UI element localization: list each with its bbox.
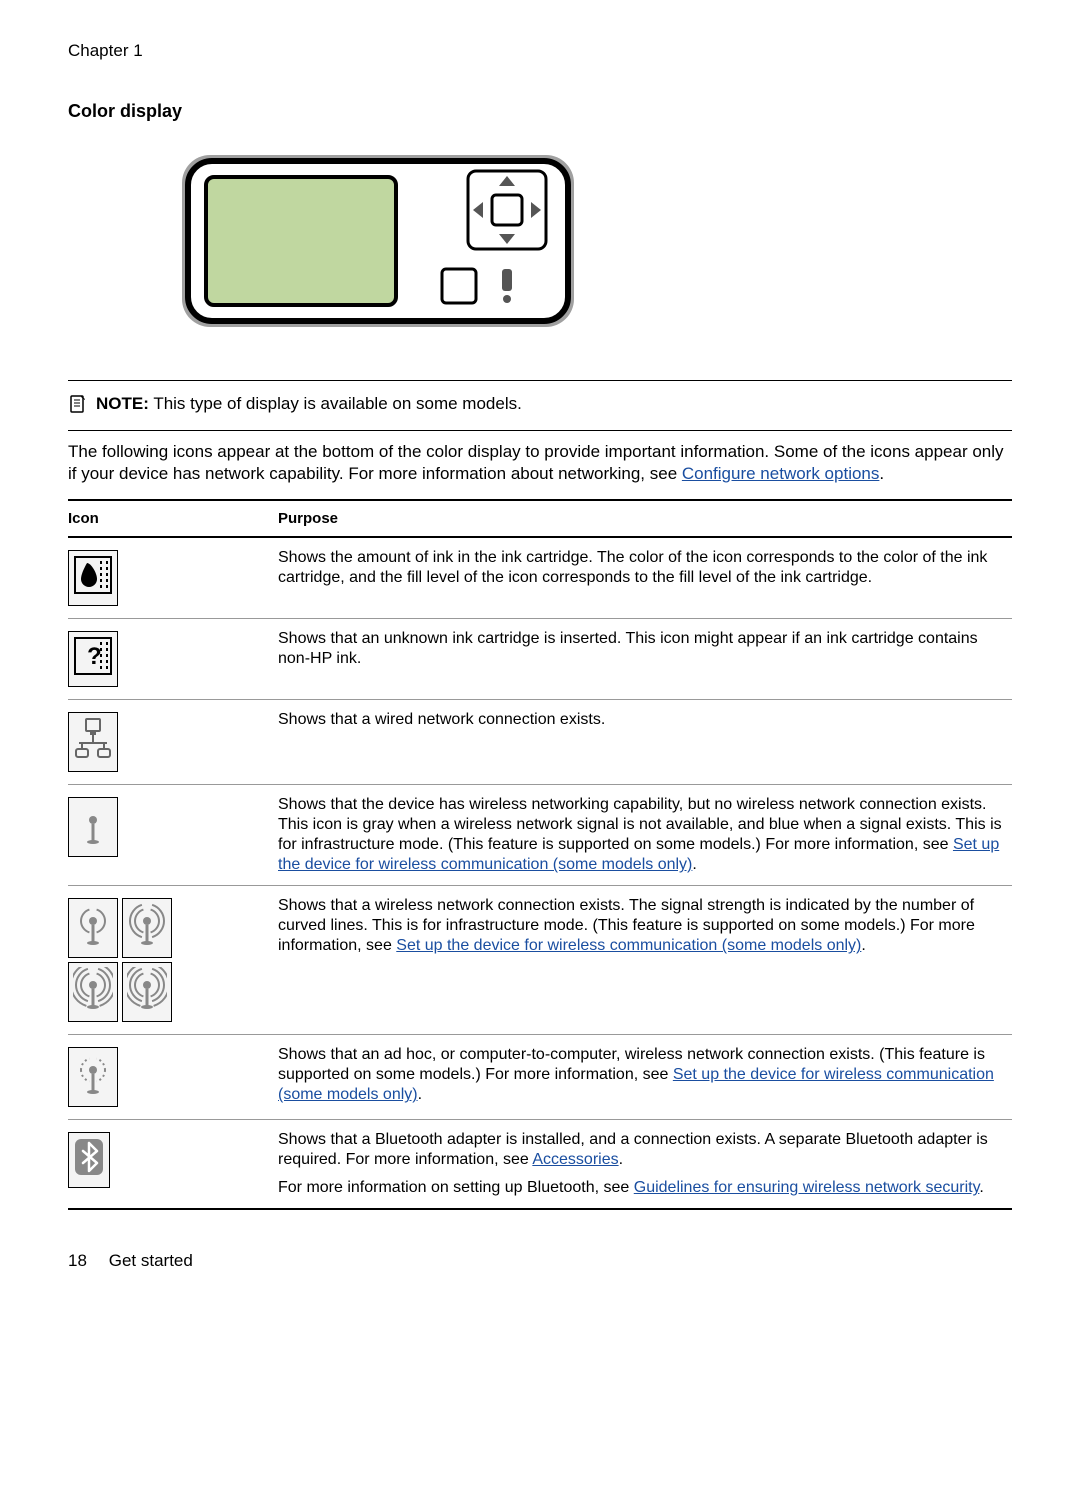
purpose-text: . <box>418 1086 422 1103</box>
purpose-text: Shows the amount of ink in the ink cartr… <box>278 549 987 586</box>
purpose-text: Shows that an unknown ink cartridge is i… <box>278 630 978 667</box>
bluetooth-icon <box>68 1132 110 1188</box>
icon-cell <box>68 886 278 1035</box>
purpose-cell: Shows that an unknown ink cartridge is i… <box>278 619 1012 700</box>
page-number: 18 <box>68 1250 104 1272</box>
unknown-ink-icon: ? <box>68 631 118 687</box>
table-row: Shows that a wired network connection ex… <box>68 700 1012 785</box>
printer-display-illustration <box>178 151 578 331</box>
note-block: NOTE: This type of display is available … <box>68 380 1012 431</box>
wireless-capable-icon <box>68 797 118 857</box>
icon-purpose-table: Icon Purpose Shows the amount of ink in … <box>68 499 1012 1211</box>
table-row: Shows that an ad hoc, or computer-to-com… <box>68 1035 1012 1120</box>
configure-network-link[interactable]: Configure network options <box>682 464 880 483</box>
wired-network-icon <box>68 712 118 772</box>
purpose-cell: Shows the amount of ink in the ink cartr… <box>278 537 1012 619</box>
purpose-text: Shows that a Bluetooth adapter is instal… <box>278 1131 988 1168</box>
page-footer: 18 Get started <box>68 1250 1012 1272</box>
note-prefix: NOTE: <box>96 394 149 413</box>
purpose-cell: Shows that a Bluetooth adapter is instal… <box>278 1120 1012 1210</box>
purpose-text: . <box>979 1179 983 1196</box>
table-row: Shows the amount of ink in the ink cartr… <box>68 537 1012 619</box>
adhoc-wireless-icon <box>68 1047 118 1107</box>
cross-reference-link[interactable]: Set up the device for wireless communica… <box>396 937 861 954</box>
note-icon <box>68 393 88 420</box>
purpose-text: . <box>861 937 865 954</box>
purpose-text: . <box>692 856 696 873</box>
section-title: Color display <box>68 100 1012 123</box>
purpose-text: Shows that a wired network connection ex… <box>278 711 605 728</box>
table-row: ? Shows that an unknown ink cartridge is … <box>68 619 1012 700</box>
ink-level-icon <box>68 550 118 606</box>
icon-cell <box>68 700 278 785</box>
wireless-signal-4-icon <box>122 962 172 1022</box>
cross-reference-link[interactable]: Guidelines for ensuring wireless network… <box>634 1179 980 1196</box>
table-row: Shows that a wireless network connection… <box>68 886 1012 1035</box>
icon-cell <box>68 1120 278 1210</box>
purpose-cell: Shows that the device has wireless netwo… <box>278 785 1012 886</box>
icon-cell <box>68 1035 278 1120</box>
table-row: Shows that a Bluetooth adapter is instal… <box>68 1120 1012 1210</box>
wireless-signal-3-icon <box>68 962 118 1022</box>
note-text: This type of display is available on som… <box>153 394 522 413</box>
purpose-cell: Shows that an ad hoc, or computer-to-com… <box>278 1035 1012 1120</box>
intro-after-link: . <box>879 464 884 483</box>
device-figure <box>68 151 1012 337</box>
icon-cell: ? <box>68 619 278 700</box>
table-header-purpose: Purpose <box>278 500 1012 538</box>
cross-reference-link[interactable]: Accessories <box>532 1151 618 1168</box>
purpose-cell: Shows that a wired network connection ex… <box>278 700 1012 785</box>
footer-section-name: Get started <box>109 1251 193 1270</box>
purpose-text: For more information on setting up Bluet… <box>278 1179 634 1196</box>
chapter-label: Chapter 1 <box>68 40 1012 62</box>
table-row: Shows that the device has wireless netwo… <box>68 785 1012 886</box>
intro-paragraph: The following icons appear at the bottom… <box>68 441 1012 485</box>
table-header-icon: Icon <box>68 500 278 538</box>
wireless-signal-2-icon <box>122 898 172 958</box>
purpose-cell: Shows that a wireless network connection… <box>278 886 1012 1035</box>
icon-cell <box>68 537 278 619</box>
wireless-signal-1-icon <box>68 898 118 958</box>
purpose-text: . <box>619 1151 623 1168</box>
icon-cell <box>68 785 278 886</box>
purpose-text: Shows that the device has wireless netwo… <box>278 796 1002 853</box>
svg-text:?: ? <box>87 643 102 670</box>
